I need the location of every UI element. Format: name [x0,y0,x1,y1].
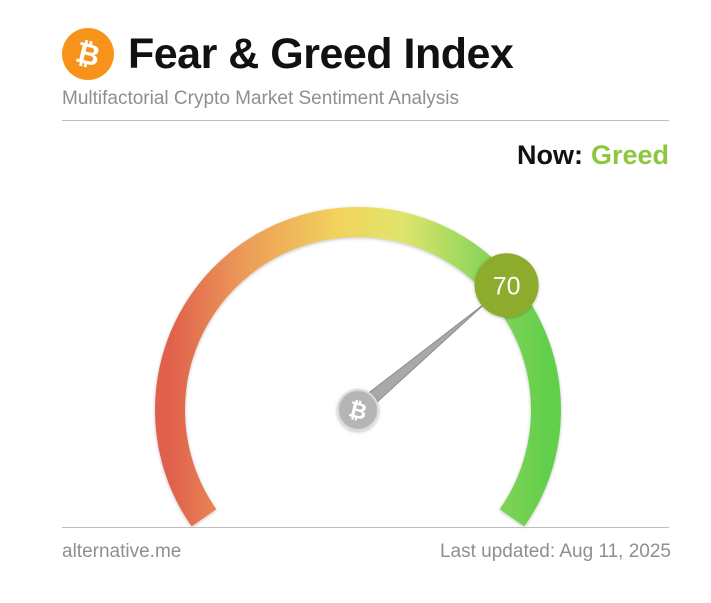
bitcoin-icon: ₿ [346,397,369,426]
header: ₿ Fear & Greed Index [62,28,672,84]
footer-divider [62,527,669,528]
header-divider [62,120,669,121]
now-label: Now: [516,140,583,170]
page-subtitle: Multifactorial Crypto Market Sentiment A… [62,88,460,109]
gauge-value: 70 [493,272,521,300]
page-title: Fear & Greed Index [128,30,514,78]
source-link[interactable]: alternative.me [62,541,182,562]
current-sentiment: Now: Greed [517,140,669,171]
value-badge: 70 [474,253,539,318]
last-updated: Last updated: Aug 11, 2025 [439,541,671,562]
needle-hub: ₿ [337,389,379,431]
sentiment-classification: Greed [590,140,669,170]
bitcoin-icon: ₿ [62,28,114,80]
gauge-arc [155,206,561,527]
